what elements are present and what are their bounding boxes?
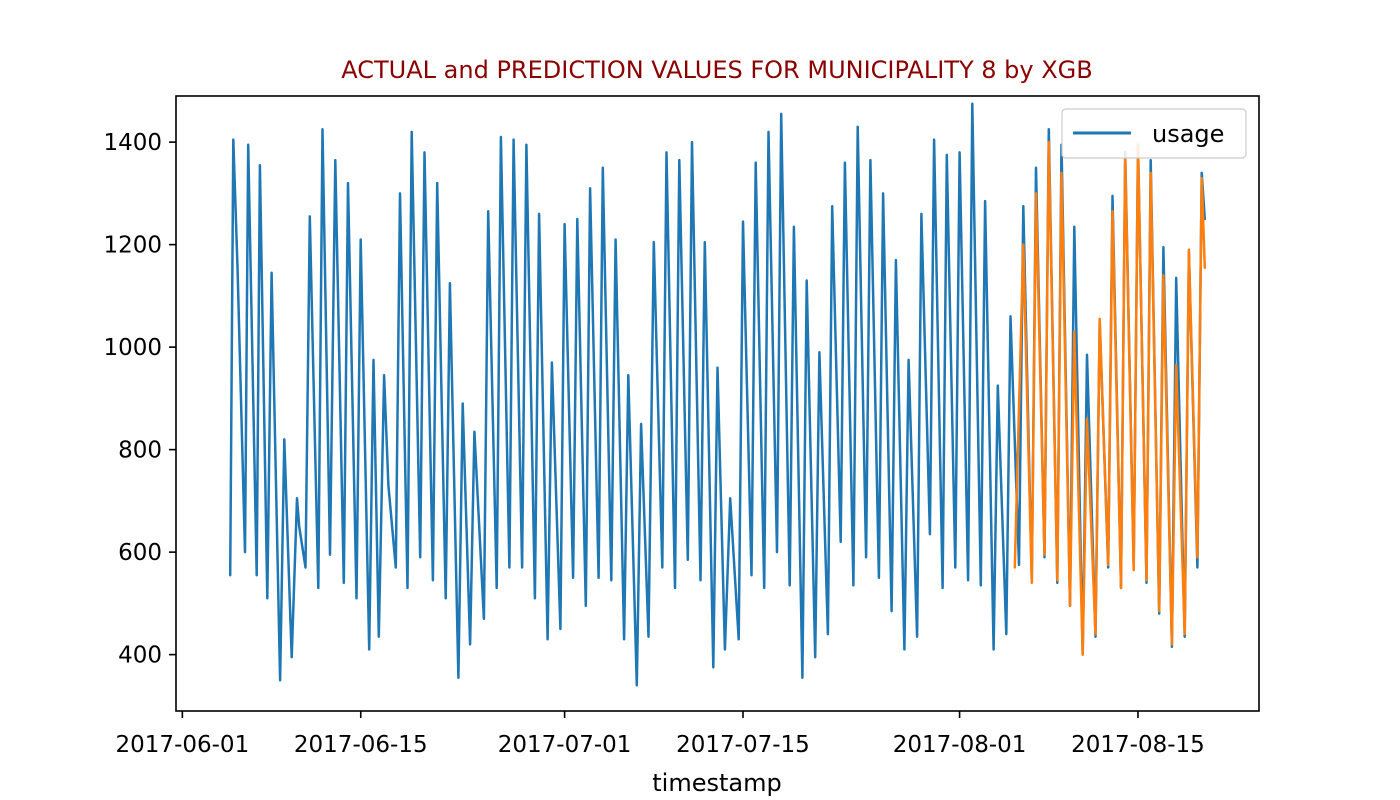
x-tick-label: 2017-07-01 bbox=[498, 732, 632, 758]
legend: usage bbox=[1061, 108, 1247, 159]
y-tick-label: 800 bbox=[118, 438, 162, 464]
x-tick-label: 2017-08-15 bbox=[1071, 732, 1205, 758]
x-tick-label: 2017-06-01 bbox=[116, 732, 250, 758]
series-layer bbox=[228, 102, 1207, 687]
y-tick-label: 600 bbox=[118, 540, 162, 566]
chart-title: ACTUAL and PREDICTION VALUES FOR MUNICIP… bbox=[341, 56, 1092, 84]
x-axis: 2017-06-01 2017-06-15 2017-07-01 2017-07-15… bbox=[116, 711, 1205, 758]
y-tick-label: 1000 bbox=[103, 335, 162, 361]
legend-label-usage: usage bbox=[1152, 120, 1224, 148]
legend-box bbox=[1061, 108, 1247, 159]
plot-area-frame bbox=[175, 95, 1260, 712]
y-tick-label: 1200 bbox=[103, 233, 162, 259]
x-tick-label: 2017-08-01 bbox=[893, 732, 1027, 758]
x-tick-label: 2017-06-15 bbox=[294, 732, 428, 758]
y-tick-label: 1400 bbox=[103, 130, 162, 156]
y-axis: 400 600 800 1000 1200 1400 bbox=[103, 130, 176, 669]
series-line-prediction bbox=[1013, 140, 1207, 656]
x-axis-label: timestamp bbox=[652, 769, 781, 797]
x-tick-label: 2017-07-15 bbox=[676, 732, 810, 758]
y-tick-label: 400 bbox=[118, 643, 162, 669]
